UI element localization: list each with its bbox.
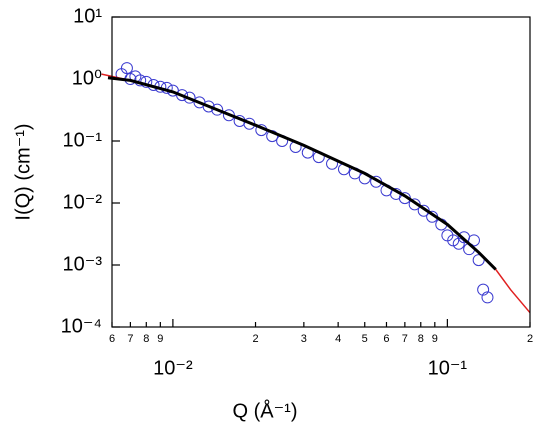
x-minor-tick-label: 6	[383, 333, 389, 345]
x-minor-tick-label: 7	[127, 333, 133, 345]
x-minor-tick-label: 9	[432, 333, 438, 345]
fit-line	[107, 76, 497, 271]
data-point	[481, 291, 494, 304]
y-tick-label: 10⁻²	[63, 191, 103, 213]
y-tick-label: 10⁻¹	[63, 129, 103, 151]
data-point	[176, 89, 189, 102]
fit-line	[101, 73, 531, 314]
x-major-tick-label: 10⁻²	[153, 357, 193, 379]
x-minor-tick-label: 3	[301, 333, 307, 345]
plot-frame	[111, 16, 531, 328]
y-tick-label: 10¹	[73, 5, 102, 27]
x-minor-tick-label: 2	[527, 333, 533, 345]
x-axis-label: Q (Å⁻¹)	[233, 399, 298, 422]
data-point	[202, 100, 215, 113]
y-tick-label: 10⁰	[72, 67, 102, 89]
data-point	[477, 283, 490, 296]
x-minor-tick-label: 7	[402, 333, 408, 345]
y-tick-label: 10⁻⁴	[61, 315, 102, 337]
x-major-tick-label: 10⁻¹	[428, 357, 468, 379]
data-point	[472, 254, 485, 267]
data-point	[120, 62, 133, 75]
x-minor-tick-label: 8	[418, 333, 424, 345]
y-tick-label: 10⁻³	[63, 253, 103, 275]
y-axis-label: I(Q) (cm⁻¹)	[12, 123, 34, 220]
data-point	[467, 234, 480, 247]
data-point	[211, 103, 224, 116]
x-minor-tick-label: 8	[143, 333, 149, 345]
x-minor-tick-label: 9	[157, 333, 163, 345]
x-minor-tick-label: 4	[335, 333, 341, 345]
x-minor-tick-label: 5	[362, 333, 368, 345]
x-minor-tick-label: 6	[109, 333, 115, 345]
x-minor-tick-label: 2	[252, 333, 258, 345]
